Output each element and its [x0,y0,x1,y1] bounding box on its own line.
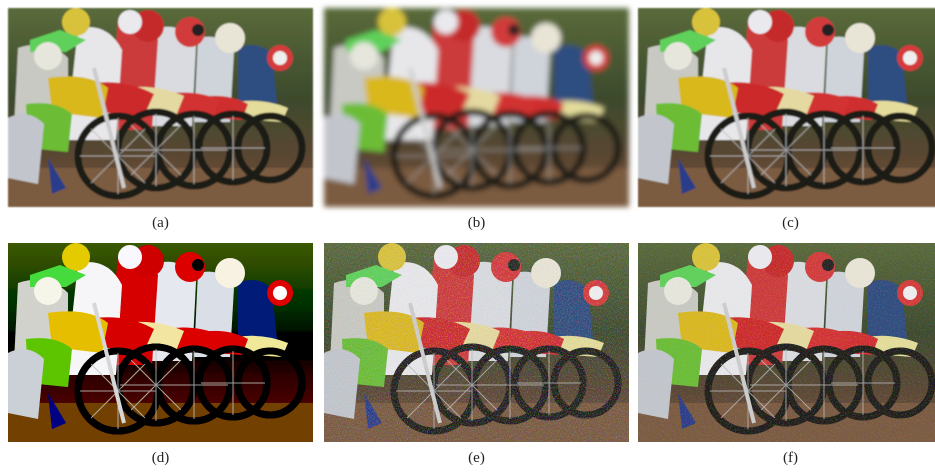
photo [324,8,629,207]
photo [638,8,935,207]
image-panel: (b) [324,8,629,231]
image-panel: (f) [638,243,935,466]
panel-label: (f) [783,450,798,466]
figure: (a) (b) (c) (d) (e) (f) [0,0,935,469]
photo [638,243,935,442]
photo [8,8,313,207]
image-panel: (e) [324,243,629,466]
image-panel: (a) [8,8,313,231]
panel-label: (a) [152,215,169,231]
panel-label: (e) [468,450,485,466]
panel-label: (b) [468,215,486,231]
panel-label: (c) [782,215,799,231]
image-panel: (d) [8,243,313,466]
photo [324,243,629,442]
image-panel: (c) [638,8,935,231]
panels: (a) (b) (c) (d) (e) (f) [8,8,935,466]
panel-label: (d) [152,450,170,466]
photo [8,243,313,442]
